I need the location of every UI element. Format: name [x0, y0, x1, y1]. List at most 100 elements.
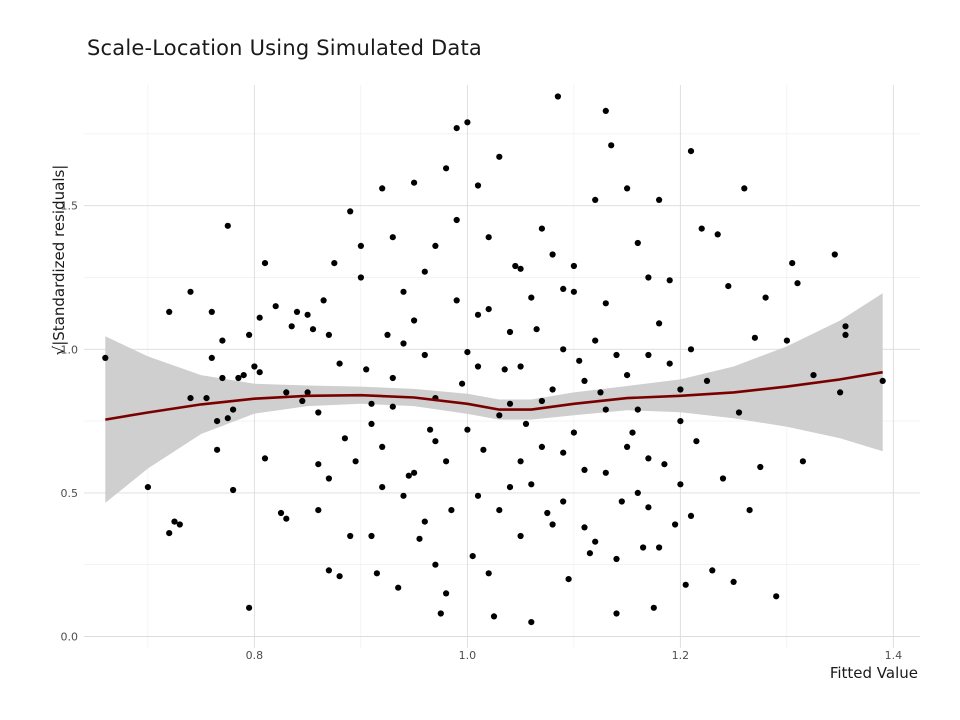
data-point — [432, 561, 439, 568]
data-point — [288, 323, 295, 330]
data-point — [230, 406, 237, 413]
data-point — [315, 461, 322, 468]
data-point — [645, 455, 652, 462]
data-point — [693, 438, 700, 445]
data-point — [842, 331, 849, 338]
smooth-line — [105, 370, 883, 421]
data-point — [725, 283, 732, 290]
data-point — [687, 148, 695, 155]
data-point — [304, 389, 311, 396]
data-point — [208, 354, 215, 361]
data-point — [464, 426, 471, 433]
data-point — [320, 297, 327, 304]
data-point — [618, 498, 625, 505]
data-point — [240, 372, 247, 379]
data-point — [166, 308, 173, 315]
data-point — [411, 469, 418, 476]
data-point — [357, 274, 364, 281]
data-point — [405, 472, 412, 479]
data-point — [592, 538, 599, 545]
data-point — [400, 340, 407, 347]
data-point — [453, 297, 460, 304]
data-point — [602, 107, 609, 114]
confidence-band — [105, 293, 883, 503]
data-point — [336, 360, 343, 367]
data-point — [176, 521, 183, 528]
data-point — [464, 349, 471, 356]
data-point — [443, 590, 450, 597]
data-point — [214, 446, 221, 453]
x-tick-label: 0.8 — [246, 649, 264, 662]
data-point — [735, 409, 743, 416]
data-point — [325, 567, 332, 574]
data-point — [357, 242, 364, 249]
data-point — [656, 320, 663, 327]
data-point — [368, 532, 375, 540]
data-point — [437, 610, 444, 617]
data-point — [645, 274, 652, 281]
data-point — [379, 484, 386, 491]
data-point — [448, 507, 455, 514]
data-point — [831, 251, 838, 258]
data-point — [533, 326, 540, 333]
data-point — [309, 326, 317, 333]
data-point — [235, 374, 242, 382]
data-point — [304, 311, 311, 318]
data-point — [432, 242, 439, 249]
data-point — [602, 469, 609, 476]
data-point — [640, 544, 647, 551]
data-point — [570, 429, 578, 436]
data-point — [677, 386, 684, 393]
data-point — [421, 268, 428, 275]
data-point — [842, 323, 849, 330]
data-point — [762, 294, 769, 301]
data-point — [219, 337, 226, 344]
data-point — [592, 196, 599, 203]
data-point — [187, 288, 194, 295]
data-point — [677, 418, 684, 425]
data-point — [208, 308, 215, 315]
data-point — [144, 484, 151, 491]
data-point — [714, 231, 721, 238]
data-point — [789, 260, 796, 267]
data-point — [368, 400, 375, 407]
data-point — [538, 225, 546, 232]
data-point — [496, 507, 503, 514]
data-point — [570, 288, 578, 295]
data-point — [432, 438, 439, 445]
data-point — [773, 593, 780, 600]
data-point — [751, 334, 759, 341]
data-point — [416, 535, 423, 542]
data-point — [299, 397, 306, 405]
data-point — [474, 363, 482, 370]
data-point — [645, 351, 652, 359]
data-point — [656, 196, 663, 203]
data-point — [427, 426, 434, 433]
y-axis-label: √|Standardized residuals| — [50, 165, 68, 356]
y-tick-label: 0.5 — [61, 487, 79, 500]
data-point — [224, 415, 231, 422]
x-axis-ticks: 0.8 1.0 1.2 1.4 — [246, 649, 902, 662]
data-point — [879, 377, 886, 384]
data-point — [613, 351, 620, 359]
grid — [84, 85, 920, 648]
data-point — [496, 153, 503, 160]
data-point — [421, 351, 428, 359]
data-point — [214, 418, 221, 425]
data-point — [634, 239, 641, 247]
data-point — [560, 346, 567, 353]
data-point — [203, 395, 210, 402]
data-point — [629, 429, 636, 436]
data-point — [453, 125, 460, 132]
data-point — [474, 182, 482, 189]
data-point — [634, 489, 641, 496]
data-point — [586, 550, 594, 557]
data-point — [799, 458, 807, 465]
data-point — [315, 507, 322, 514]
data-point — [336, 573, 343, 580]
chart-title: Scale-Location Using Simulated Data — [87, 36, 482, 60]
data-point — [347, 208, 354, 215]
data-point — [395, 584, 402, 591]
data-point — [411, 179, 418, 186]
